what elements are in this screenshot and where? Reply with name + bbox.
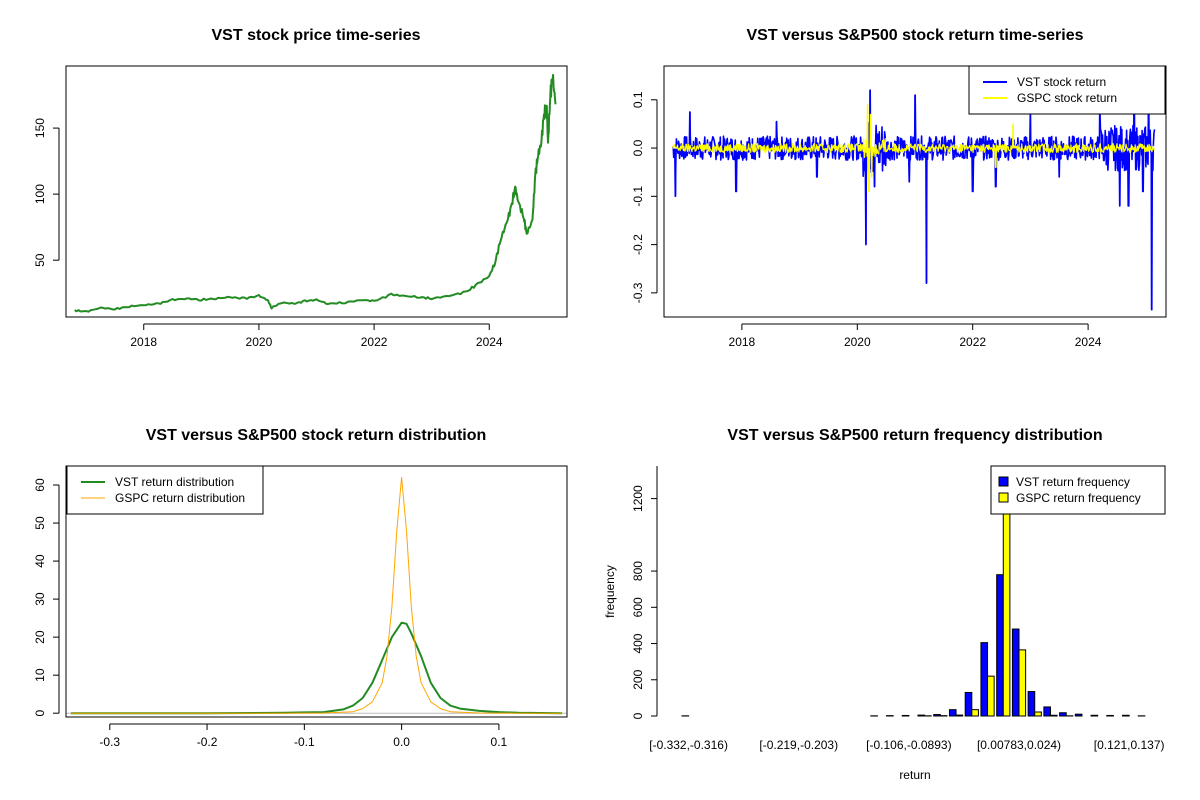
bar	[987, 675, 995, 717]
x-tick-label: 2020	[246, 335, 273, 349]
bar	[1018, 649, 1027, 717]
series-line	[70, 476, 563, 714]
series-line	[672, 103, 1156, 193]
x-tick-label: 2022	[361, 335, 388, 349]
bar	[948, 709, 957, 717]
x-tick-label: 2018	[130, 335, 157, 349]
series-line	[70, 621, 563, 715]
y-tick-label: 0	[33, 710, 47, 717]
x-tick-label: 2022	[959, 335, 986, 349]
x-tick-label: -0.3	[99, 735, 120, 749]
bar	[1090, 714, 1099, 717]
bar	[955, 714, 964, 717]
legend-label: VST stock return	[1017, 75, 1106, 89]
legend-label: GSPC return distribution	[115, 491, 245, 505]
bar	[1027, 691, 1036, 717]
bar	[1074, 713, 1083, 717]
bar	[980, 642, 989, 717]
legend: VST return frequency GSPC return frequenc…	[990, 465, 1166, 515]
plot-frame	[663, 65, 1167, 318]
x-tick-label: 2024	[476, 335, 503, 349]
y-tick-label: 800	[631, 561, 645, 581]
legend-box	[66, 465, 264, 515]
legend: VST return distribution GSPC return distr…	[66, 465, 264, 515]
bar	[933, 714, 941, 717]
x-tick-label: -0.2	[197, 735, 218, 749]
series-line	[671, 74, 1156, 311]
x-tick-label: 2020	[844, 335, 871, 349]
panel-hist: VST versus S&P500 return frequency distr…	[603, 427, 1166, 782]
y-tick-label: 30	[33, 592, 47, 606]
x-tick-label: 2018	[729, 335, 756, 349]
y-tick-label: 0.1	[631, 91, 645, 108]
y-tick-label: 0.0	[631, 139, 645, 156]
legend-label: VST return frequency	[1016, 475, 1130, 489]
y-tick-label: -0.3	[631, 282, 645, 303]
x-tick-label: 0.0	[393, 735, 410, 749]
y-tick-label: 40	[33, 554, 47, 568]
panel-price: VST stock price time-series 2018 2020 2022 2…	[33, 27, 568, 349]
y-tick-label: 200	[631, 669, 645, 689]
plot-frame	[65, 465, 568, 718]
y-tick-label: 1200	[631, 485, 645, 512]
bar	[971, 709, 979, 717]
y-tick-label: 100	[33, 184, 47, 204]
y-tick-label: -0.2	[631, 234, 645, 255]
x-tick-label: [-0.332,-0.316)	[649, 738, 728, 752]
panel-title: VST stock price time-series	[212, 27, 421, 44]
y-tick-label: 600	[631, 597, 645, 617]
panel-returns: VST versus S&P500 stock return time-seri…	[631, 27, 1167, 349]
y-tick-label: 20	[33, 630, 47, 644]
y-tick-label: 50	[33, 253, 47, 267]
legend-swatch	[998, 492, 1009, 503]
x-tick-label: [-0.219,-0.203)	[759, 738, 838, 752]
y-tick-label: 10	[33, 668, 47, 682]
y-tick-label: -0.1	[631, 186, 645, 207]
y-tick-label: 0	[631, 712, 645, 719]
legend-swatch	[998, 476, 1009, 487]
bar	[1059, 712, 1067, 717]
x-tick-label: [-0.106,-0.0893)	[866, 738, 951, 752]
panel-title: VST versus S&P500 return frequency distr…	[727, 427, 1102, 444]
legend-label: GSPC return frequency	[1016, 491, 1141, 505]
bar	[1049, 714, 1058, 717]
x-axis-label: return	[899, 768, 930, 782]
bar	[1034, 711, 1042, 717]
legend-label: VST return distribution	[115, 475, 234, 489]
x-tick-label: [0.121,0.137)	[1094, 738, 1165, 752]
y-tick-label: 60	[33, 478, 47, 492]
x-tick-label: -0.1	[294, 735, 315, 749]
bar	[1122, 714, 1130, 717]
y-tick-label: 400	[631, 633, 645, 653]
panel-title: VST versus S&P500 stock return time-seri…	[746, 27, 1083, 44]
plot-frame	[65, 65, 568, 318]
series-line	[74, 73, 557, 313]
bar	[1106, 714, 1114, 717]
x-tick-label: 2024	[1075, 335, 1102, 349]
bar	[996, 574, 1004, 717]
y-tick-label: 150	[33, 118, 47, 138]
legend-box	[990, 465, 1166, 515]
legend: VST stock return GSPC stock return	[968, 65, 1166, 115]
panel-density: VST versus S&P500 stock return distribut…	[33, 427, 568, 749]
bar	[964, 691, 973, 717]
panel-title: VST versus S&P500 stock return distribut…	[146, 427, 487, 444]
bar	[1011, 628, 1020, 717]
bar	[1043, 706, 1051, 717]
bar	[901, 714, 910, 717]
y-axis-label: frequency	[603, 565, 617, 618]
x-tick-label: [0.00783,0.024)	[977, 738, 1061, 752]
legend-label: GSPC stock return	[1017, 91, 1117, 105]
bar	[917, 714, 926, 717]
y-tick-label: 50	[33, 516, 47, 530]
legend-box	[968, 65, 1166, 115]
x-tick-label: 0.1	[491, 735, 508, 749]
